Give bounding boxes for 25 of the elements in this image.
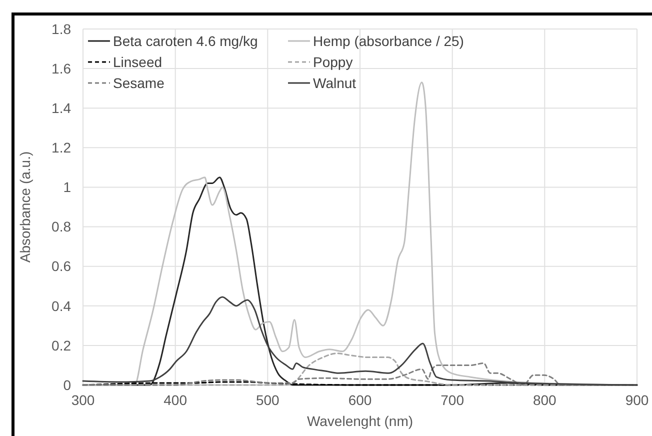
y-tick-label: 1.8	[52, 20, 72, 37]
x-axis-title: Wavelenght (nm)	[306, 413, 414, 429]
legend-label: Hemp (absorbance / 25)	[313, 32, 464, 49]
y-tick-label: 0.4	[52, 298, 72, 314]
legend-label: Poppy	[313, 54, 353, 70]
y-tick-label: 1.6	[52, 60, 72, 76]
x-tick-label: 400	[164, 392, 188, 408]
legend-label: Sesame	[113, 74, 165, 91]
legend-label: Beta caroten 4.6 mg/kg	[113, 32, 258, 49]
x-tick-label: 500	[256, 392, 280, 408]
x-tick-label: 800	[532, 392, 557, 408]
x-tick-label: 700	[440, 392, 464, 408]
y-tick-label: 0.8	[52, 218, 72, 235]
y-tick-label: 0.2	[52, 337, 72, 354]
y-tick-label: 0	[63, 376, 72, 393]
y-tick-label: 1.4	[52, 100, 72, 116]
legend-label: Walnut	[313, 74, 356, 91]
x-tick-label: 600	[348, 392, 372, 408]
y-tick-label: 1.2	[52, 140, 72, 156]
y-tick-label: 1	[63, 179, 72, 196]
y-axis-title: Absorbance (a.u.)	[17, 151, 33, 263]
y-tick-label: 0.6	[52, 258, 72, 274]
x-tick-label: 300	[71, 392, 95, 408]
legend-label: Linseed	[113, 54, 162, 70]
x-tick-label: 900	[625, 392, 649, 408]
